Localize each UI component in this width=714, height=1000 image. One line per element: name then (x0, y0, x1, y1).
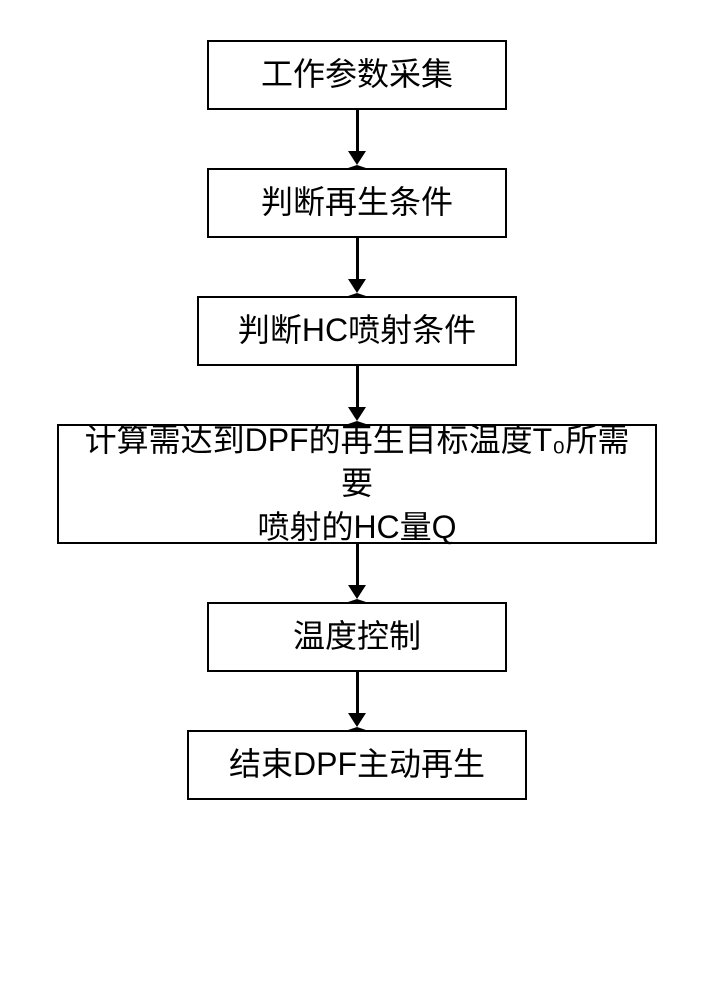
flowchart-arrow-n2-to-n3 (348, 238, 366, 296)
flowchart-container: 工作参数采集判断再生条件判断HC喷射条件计算需达到DPF的再生目标温度T₀所需要… (57, 40, 657, 800)
flowchart-arrow-n1-to-n2 (348, 110, 366, 168)
flowchart-node-n2: 判断再生条件 (207, 168, 507, 238)
flowchart-arrow-n4-to-n5 (348, 544, 366, 602)
flowchart-node-n1: 工作参数采集 (207, 40, 507, 110)
flowchart-arrow-n3-to-n4 (348, 366, 366, 424)
flowchart-node-n4: 计算需达到DPF的再生目标温度T₀所需要 喷射的HC量Q (57, 424, 657, 544)
flowchart-node-n3: 判断HC喷射条件 (197, 296, 517, 366)
flowchart-arrow-n5-to-n6 (348, 672, 366, 730)
flowchart-node-n6: 结束DPF主动再生 (187, 730, 527, 800)
flowchart-node-n5: 温度控制 (207, 602, 507, 672)
